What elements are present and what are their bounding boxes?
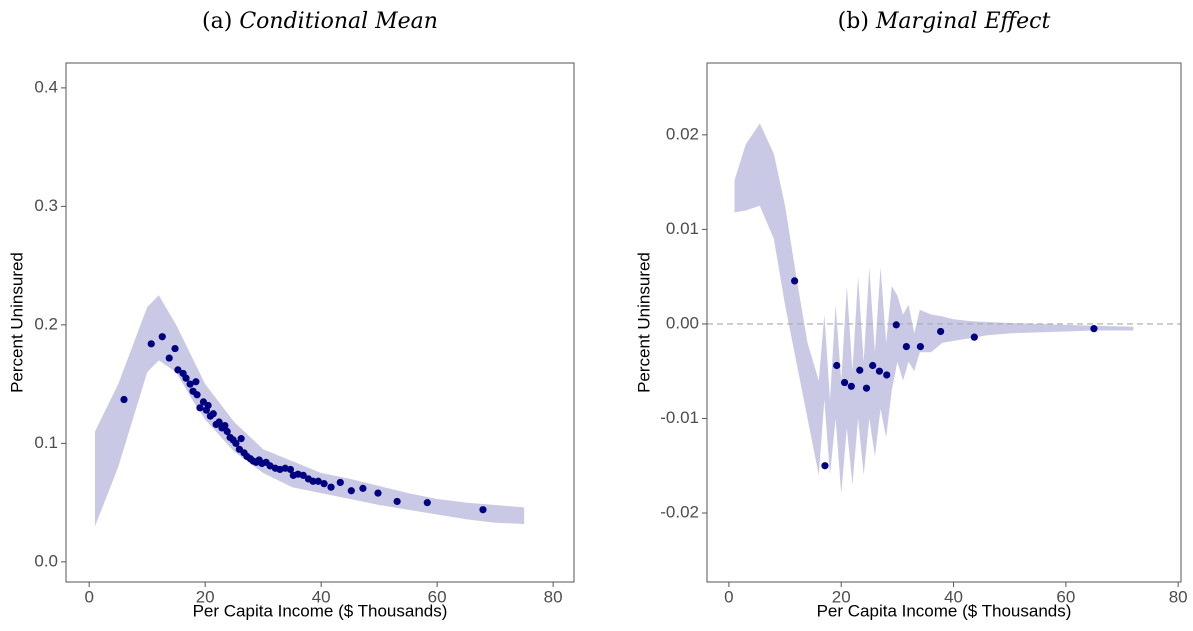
y-axis-label: Percent Uninsured [7,252,26,393]
point [327,483,335,491]
point [215,418,223,426]
y-tick-label: 0.1 [34,433,58,452]
point [869,361,877,370]
point [299,471,307,479]
panel-title: (a) Conditional Mean [202,9,438,34]
x-tick-label: 40 [312,587,331,606]
point [174,366,182,374]
y-tick-label: 0.4 [34,77,58,96]
point [883,371,891,379]
confidence-band [94,295,525,527]
point [158,333,166,341]
point [916,343,925,351]
point [821,462,829,470]
x-axis-label: Per Capita Income ($ Thousands) [817,601,1072,620]
point [196,404,204,412]
x-tick-label: 80 [544,587,563,606]
point [182,374,190,382]
point [237,435,245,443]
x-tick-label: 80 [1169,587,1188,606]
point [320,480,328,488]
point [970,333,978,341]
point [120,395,128,404]
point [193,391,201,399]
panel-label: (a) [202,9,232,34]
point [192,378,200,386]
confidence-band [734,123,1134,495]
point [232,439,240,447]
point [309,477,317,485]
point [937,327,945,336]
point [856,366,864,374]
point [209,410,217,418]
point [902,343,910,351]
panel: (b) Marginal Effect 0 20 40 60 80 -0.02 -0.01 0.… [634,9,1187,620]
x-tick-label: 20 [832,587,851,606]
y-tick-label: -0.02 [660,502,699,521]
title: Marginal Effect [875,9,1051,34]
y-tick-label: 0.3 [34,196,58,215]
y-tick-label: -0.01 [660,408,699,427]
x-tick-label: 60 [428,587,447,606]
point [1090,325,1098,333]
y-tick-label: 0.0 [34,551,58,570]
point [892,321,900,329]
x-tick-label: 20 [196,587,215,606]
point [223,427,231,436]
point [791,277,799,285]
x-tick-label: 60 [1056,587,1075,606]
point [359,484,367,492]
x-tick-label: 0 [724,587,733,606]
point [286,465,295,474]
point [347,487,355,495]
point [171,344,179,353]
x-tick-label: 40 [944,587,963,606]
y-axis-label: Percent Uninsured [634,252,653,393]
point [336,478,344,487]
point [833,361,841,370]
point [186,380,194,388]
point [374,489,382,497]
point [165,354,173,362]
point [875,367,884,375]
y-tick-label: 0.00 [666,313,699,332]
point [314,477,322,485]
y-tick-label: 0.02 [666,124,699,143]
panel: (a) Conditional Mean 0 20 40 60 80 0.0 0.1 0.2 0.… [7,9,575,620]
point [862,384,871,392]
x-axis-label: Per Capita Income ($ Thousands) [193,601,448,620]
x-tick-label: 0 [84,587,93,606]
plot-frame [706,62,1182,583]
point [147,340,155,348]
title: Conditional Mean [239,9,438,34]
point [847,382,855,390]
y-tick-label: 0.2 [34,314,58,333]
plot-frame [65,62,575,583]
point [393,497,401,506]
point [840,378,849,387]
panel-title: (b) Marginal Effect [838,9,1051,34]
point [221,421,229,430]
point [423,499,431,507]
y-tick-label: 0.01 [666,219,699,238]
point [479,506,487,514]
point [204,401,212,410]
panel-label: (b) [838,9,869,34]
